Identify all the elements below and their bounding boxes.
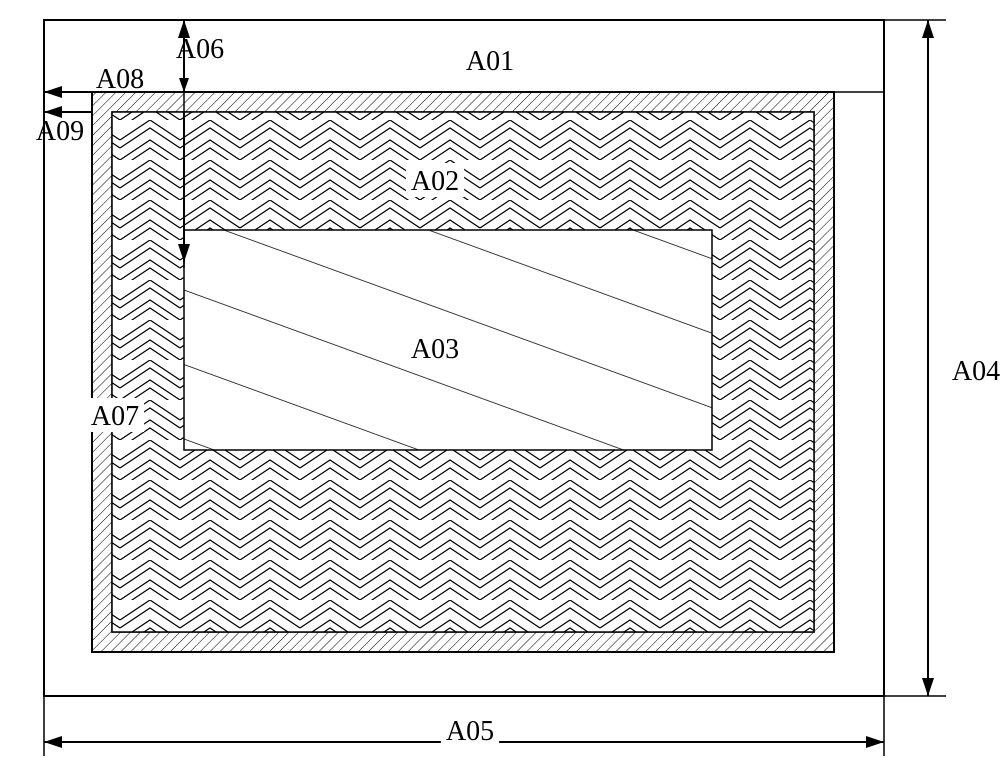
arrowhead xyxy=(922,20,934,38)
label-A03: A03 xyxy=(411,334,459,365)
label-A07: A07 xyxy=(91,401,139,432)
label-A06: A06 xyxy=(176,34,224,65)
arrowhead xyxy=(44,86,62,98)
label-A04: A04 xyxy=(952,356,1000,387)
arrowhead xyxy=(44,736,62,748)
label-A05: A05 xyxy=(446,716,494,747)
arrowhead xyxy=(866,736,884,748)
arrowhead xyxy=(179,78,189,92)
label-A09: A09 xyxy=(36,116,84,147)
label-A01: A01 xyxy=(466,46,514,77)
label-A08: A08 xyxy=(96,64,144,95)
arrowhead xyxy=(922,678,934,696)
label-A02: A02 xyxy=(411,166,459,197)
